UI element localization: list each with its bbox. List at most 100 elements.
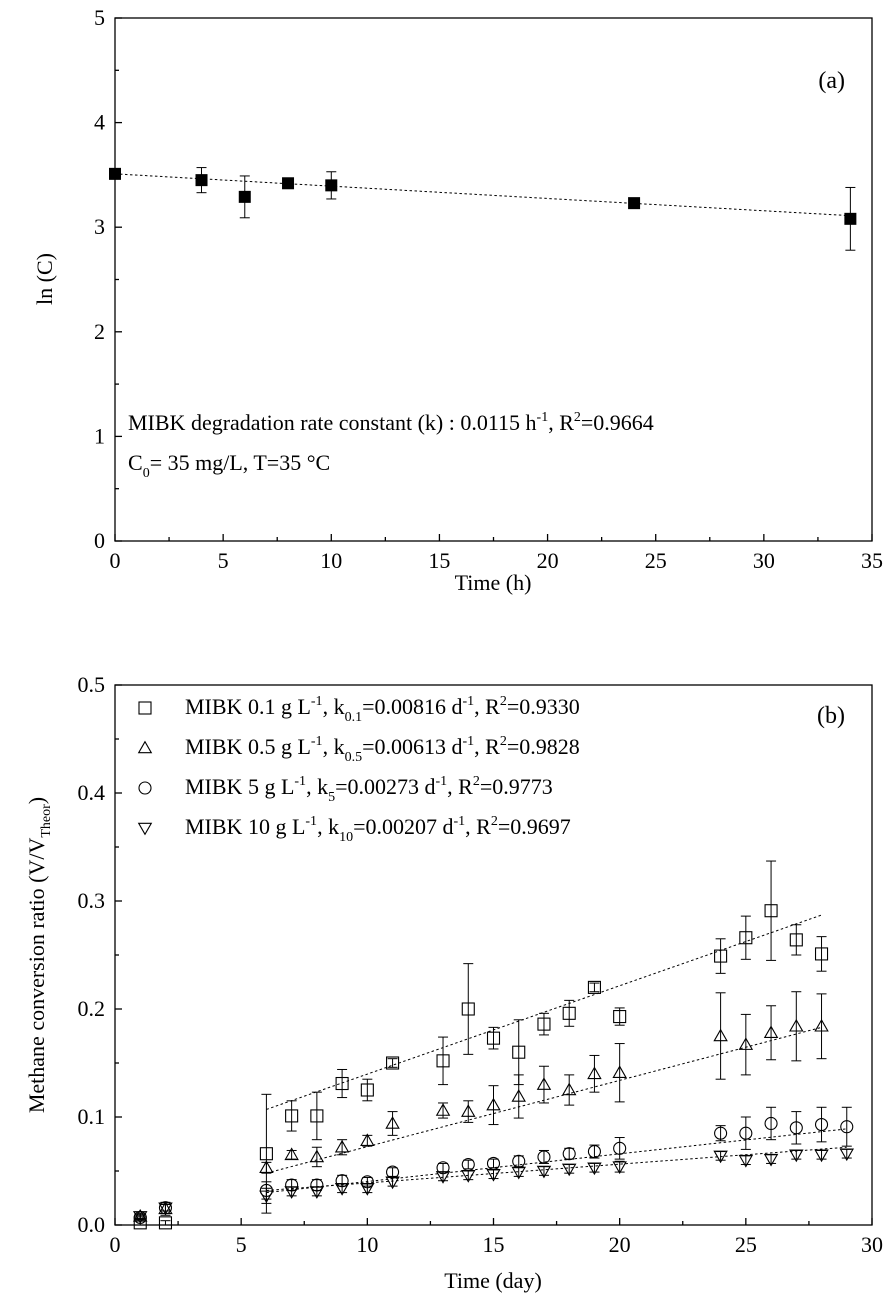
panel-a-series-0-point bbox=[282, 177, 295, 190]
panel-b-y-axis-title: Methane conversion ratio (V/VTheor) bbox=[24, 797, 54, 1113]
panel-a-y-tick-label: 4 bbox=[94, 110, 105, 135]
panel-a-y-ticks: 0 1 2 3 4 5 bbox=[94, 5, 122, 553]
legend-marker-0 bbox=[138, 701, 152, 715]
panel-b-series-0-point bbox=[386, 1056, 400, 1070]
panel-b-series-3-error-bar bbox=[160, 1203, 171, 1212]
panel-b-series-2-point bbox=[562, 1147, 576, 1161]
panel-a-x-tick-label: 15 bbox=[428, 548, 450, 573]
panel-b-series-3-point bbox=[814, 1149, 829, 1163]
panel-b-series-1-point bbox=[360, 1133, 375, 1147]
panel-b-series-0-error-bar bbox=[589, 982, 600, 993]
panel-b-series-1-point bbox=[132, 1208, 148, 1222]
panel-a-chart: 0 5 10 15 20 25 30 35 0 1 2 3 4 5 (a) MIBK degradati… bbox=[32, 5, 883, 595]
panel-b-series-2-error-bar bbox=[740, 1116, 751, 1150]
panel-b-series-2-error-bar bbox=[715, 1125, 726, 1142]
panel-b-series-0-point bbox=[764, 904, 778, 918]
panel-b-series-1-error-bar bbox=[387, 1111, 398, 1136]
panel-b-series-3-point bbox=[284, 1186, 299, 1199]
panel-b-series-0-error-bar bbox=[488, 1026, 499, 1050]
panel-b-x-tick-label: 10 bbox=[356, 1232, 378, 1257]
panel-b-series-1-point bbox=[612, 1065, 627, 1078]
panel-a-x-tick-label: 20 bbox=[537, 548, 559, 573]
panel-b-series-0-point bbox=[537, 1017, 551, 1031]
panel-b-series-2-point bbox=[613, 1141, 627, 1155]
panel-b-legend: MIBK 0.1 g L-1, k0.1=0.00816 d-1, R2=0.9… bbox=[137, 694, 580, 845]
panel-b-series-0-error-bar bbox=[740, 915, 751, 960]
panel-a-x-tick-label: 10 bbox=[320, 548, 342, 573]
panel-b-series-0-point bbox=[714, 949, 728, 963]
panel-b-series-3-point bbox=[334, 1183, 350, 1196]
panel-b-series-3-point bbox=[612, 1161, 627, 1175]
panel-b-series-3-point bbox=[309, 1186, 325, 1199]
panel-b-series-1-error-bar bbox=[791, 991, 802, 1062]
panel-b-series-0-error-bar bbox=[362, 1078, 373, 1102]
panel-b-series-1-point bbox=[461, 1104, 476, 1117]
panel-a-y-tick-label: 1 bbox=[94, 423, 105, 448]
panel-b-series-3-point bbox=[587, 1162, 602, 1176]
panel-b-series-1-error-bar bbox=[564, 1074, 575, 1106]
panel-b-x-axis-title: Time (day) bbox=[444, 1268, 542, 1293]
panel-b-series-2-error-bar bbox=[841, 1106, 852, 1147]
panel-b-series-1-point bbox=[713, 1028, 728, 1042]
panel-b-series-3-point bbox=[132, 1211, 148, 1224]
panel-b-x-tick-label: 0 bbox=[110, 1232, 121, 1257]
panel-b-series-3-point bbox=[713, 1150, 728, 1164]
panel-b-x-ticks: 0 5 10 15 20 25 30 bbox=[110, 1218, 883, 1257]
panel-b-series-0-error-bar bbox=[463, 963, 474, 1055]
panel-b-series-2-point bbox=[537, 1150, 551, 1164]
panel-b-series-3-point bbox=[511, 1166, 526, 1180]
panel-b-series-0-point bbox=[259, 1147, 273, 1161]
legend-label-1: MIBK 0.5 g L-1, k0.5=0.00613 d-1, R2=0.9… bbox=[185, 734, 580, 765]
panel-b-x-tick-label: 30 bbox=[861, 1232, 883, 1257]
panel-b-series-0-error-bar bbox=[564, 999, 575, 1027]
panel-b-series-2-error-bar bbox=[791, 1111, 802, 1145]
panel-b-series-0-error-bar bbox=[337, 1068, 348, 1099]
panel-b-series-1-error-bar bbox=[614, 1043, 625, 1103]
panel-a-series-0-point bbox=[325, 179, 338, 192]
panel-b-series-2-point bbox=[360, 1175, 374, 1189]
panel-b-fit-lines bbox=[266, 914, 847, 1194]
panel-b-series-2-error-bar bbox=[564, 1147, 575, 1160]
panel-b-series-2-point bbox=[814, 1118, 829, 1132]
panel-a-label: (a) bbox=[818, 68, 845, 94]
panel-a-x-ticks: 0 5 10 15 20 25 30 35 bbox=[110, 534, 883, 573]
panel-b-series-0-point bbox=[436, 1054, 450, 1068]
panel-b-series-3-point bbox=[385, 1176, 400, 1190]
panel-b-series-2-point bbox=[587, 1145, 601, 1159]
panel-b-series-0-point bbox=[613, 1010, 627, 1024]
panel-a-series-0-point bbox=[844, 212, 857, 225]
panel-b-x-tick-label: 15 bbox=[483, 1232, 505, 1257]
panel-b-series-3-point bbox=[486, 1168, 501, 1182]
panel-b-series-0-error-bar bbox=[791, 924, 802, 956]
panel-b-series-2-point bbox=[259, 1183, 273, 1197]
panel-b-series-0-point bbox=[486, 1031, 501, 1045]
panel-b-series-3-point bbox=[789, 1149, 804, 1163]
panel-a-x-tick-label: 30 bbox=[753, 548, 775, 573]
legend-marker-1 bbox=[137, 740, 153, 754]
panel-b-series-1-point bbox=[385, 1116, 400, 1129]
panel-b-series-0-point bbox=[512, 1045, 526, 1059]
panel-b-series-3-point bbox=[158, 1202, 173, 1216]
panel-b-series-0-point bbox=[133, 1216, 147, 1230]
panel-b-frame bbox=[114, 684, 873, 1226]
panel-b-y-tick-label: 0.0 bbox=[78, 1212, 106, 1237]
panel-b-label: (b) bbox=[817, 703, 845, 729]
panel-b-series-0-point bbox=[739, 931, 753, 945]
panel-b-series-0-point bbox=[310, 1109, 324, 1123]
panel-b-series-1-point bbox=[309, 1149, 325, 1163]
panel-b-y-tick-label: 0.5 bbox=[78, 672, 106, 697]
panel-b-series-1-point bbox=[259, 1160, 274, 1174]
panel-b-series-1-error-bar bbox=[513, 1074, 524, 1119]
panel-b-series-2-error-bar bbox=[463, 1159, 474, 1170]
panel-b-series-1-error-bar bbox=[766, 1005, 777, 1061]
panel-b-chart: 0 5 10 15 20 25 30 0.0 0.1 0.2 0.3 0.4 0.5 (b) MIBK… bbox=[24, 672, 883, 1293]
panel-b-series-1-point bbox=[486, 1097, 501, 1111]
panel-b-series-0-error-bar bbox=[538, 1012, 549, 1036]
panel-b-x-tick-label: 25 bbox=[735, 1232, 757, 1257]
panel-b-series-2-point bbox=[840, 1120, 854, 1134]
panel-b-series-1-error-bar bbox=[715, 992, 726, 1080]
panel-a-error-bars bbox=[196, 167, 856, 251]
panel-b-series-0-error-bar bbox=[387, 1058, 398, 1068]
panel-a-points bbox=[109, 167, 857, 225]
